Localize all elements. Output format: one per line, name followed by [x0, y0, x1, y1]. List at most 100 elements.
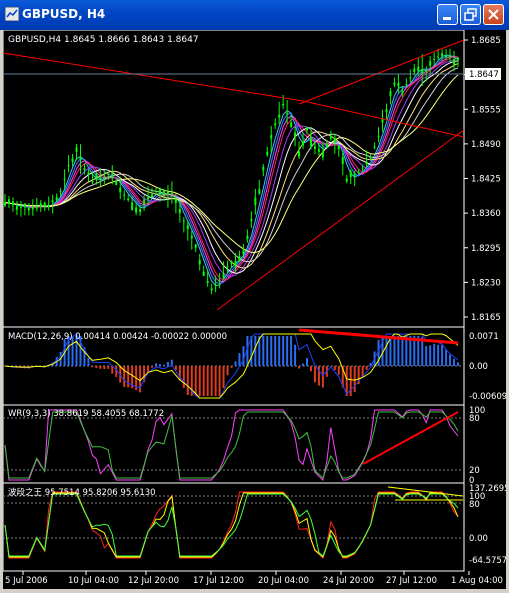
macd-divergence-line[interactable]	[298, 328, 459, 345]
price-panel-frame	[2, 29, 465, 328]
candle-body	[11, 201, 14, 206]
candle-body	[377, 135, 380, 137]
candle-body	[250, 219, 253, 222]
candle-body	[405, 83, 408, 85]
candle-body	[31, 206, 34, 210]
price-tick-label: 1.8685	[471, 36, 501, 46]
candle-body	[373, 146, 376, 148]
candle-body	[115, 181, 118, 186]
restore-icon	[464, 8, 477, 21]
candle-body	[230, 261, 233, 264]
candle-body	[238, 255, 241, 261]
candle-body	[274, 123, 277, 126]
candle-body	[186, 225, 189, 230]
candle-body	[119, 187, 122, 193]
candle-body	[158, 189, 161, 194]
trendline-upper-down[interactable]	[2, 52, 304, 102]
candle-body	[190, 235, 193, 239]
time-tick-label: 27 Jul 12:00	[386, 576, 437, 586]
candle-body	[313, 146, 316, 149]
osc-tick-label: 100	[469, 492, 485, 502]
candle-body	[87, 172, 90, 175]
candle-body	[147, 197, 150, 200]
candle-body	[413, 68, 416, 72]
trendline-channel-top[interactable]	[298, 39, 465, 105]
candle-body	[71, 158, 74, 163]
candle-body	[143, 199, 146, 205]
candle-body	[95, 173, 98, 180]
close-button[interactable]	[483, 4, 504, 25]
wr-trendline[interactable]	[362, 411, 459, 465]
chart-area[interactable]: GBPUSD,H4 1.8645 1.8666 1.8643 1.8647 1.…	[2, 29, 509, 589]
time-axis: 5 Jul 2006 10 Jul 04:00 12 Jul 20:00 17 Jul…	[5, 571, 503, 586]
macd-lines	[4, 333, 459, 399]
candle-body	[317, 149, 320, 152]
macd-tick-label: 0.0071	[469, 332, 499, 342]
candle-body	[198, 259, 201, 265]
wr-line-fast	[4, 409, 459, 481]
candle-body	[294, 132, 297, 138]
candle-body	[99, 178, 102, 180]
candle-body	[27, 207, 30, 211]
candle-body	[409, 77, 412, 79]
price-panel[interactable]: GBPUSD,H4 1.8645 1.8666 1.8643 1.8647	[2, 29, 465, 328]
candle-body	[234, 261, 237, 266]
wr-lines	[4, 409, 459, 481]
candle-body	[361, 167, 364, 169]
candle-body	[437, 56, 440, 58]
trendline-extension[interactable]	[302, 100, 465, 138]
candle-body	[306, 127, 308, 131]
price-tick-label: 1.8490	[471, 140, 501, 150]
macd-panel[interactable]: MACD(12,26,9) 0.00414 0.00424 -0.00022 0…	[2, 326, 465, 406]
minimize-button[interactable]	[437, 4, 458, 25]
candle-body	[282, 103, 285, 106]
candle-body	[266, 151, 269, 156]
osc-tick-label: 80	[469, 500, 480, 510]
oscillator-panel-frame	[2, 482, 465, 572]
osc-trendline-top[interactable]	[387, 486, 464, 497]
candle-body	[453, 58, 456, 65]
candle-body	[19, 206, 22, 208]
candle-body	[111, 173, 114, 178]
candle-body	[333, 138, 336, 143]
candle-body	[421, 69, 424, 75]
wr-line-slow	[4, 411, 459, 479]
candle-body	[401, 90, 404, 94]
candle-body	[246, 235, 249, 240]
candle-body	[107, 173, 110, 175]
close-icon	[488, 9, 499, 20]
moving-average-line	[4, 74, 459, 254]
restore-button[interactable]	[460, 4, 481, 25]
candle-body	[341, 157, 344, 164]
price-tick-label: 1.8360	[471, 209, 501, 219]
candle-body	[139, 208, 142, 213]
osc-tick-label: 137.2695	[469, 484, 506, 494]
moving-average-line	[4, 60, 459, 274]
candle-body	[258, 189, 261, 194]
wr-panel[interactable]: WR(9,3,3) 38.8619 58.4055 68.1772	[2, 404, 465, 484]
minimize-icon	[443, 17, 451, 20]
candle-body	[55, 197, 58, 201]
macd-header: MACD(12,26,9) 0.00414 0.00424 -0.00022 0…	[8, 332, 227, 342]
candle-body	[425, 70, 428, 72]
price-tick-label: 1.8425	[471, 175, 501, 185]
candle-body	[349, 170, 352, 178]
candle-body	[457, 57, 459, 61]
title-bar[interactable]: GBPUSD, H4	[0, 0, 509, 30]
candle-body	[131, 202, 134, 211]
time-tick-label: 20 Jul 04:00	[258, 576, 309, 586]
wr-tick-label: 20	[469, 466, 480, 476]
candle-body	[302, 141, 305, 146]
candle-body	[135, 207, 138, 213]
candle-body	[7, 199, 10, 204]
candle-body	[174, 197, 177, 204]
oscillator-panel[interactable]: 波段之王 95.7514 95.8206 95.6130	[2, 482, 465, 572]
osc-tick-label: 0.00	[469, 534, 488, 544]
candle-body	[91, 181, 94, 183]
trendline-support[interactable]	[216, 129, 465, 311]
trendlines[interactable]	[2, 39, 465, 311]
candle-body	[445, 55, 448, 58]
candle-body	[47, 204, 50, 208]
chart-canvas[interactable]: GBPUSD,H4 1.8645 1.8666 1.8643 1.8647 1.…	[2, 29, 509, 589]
